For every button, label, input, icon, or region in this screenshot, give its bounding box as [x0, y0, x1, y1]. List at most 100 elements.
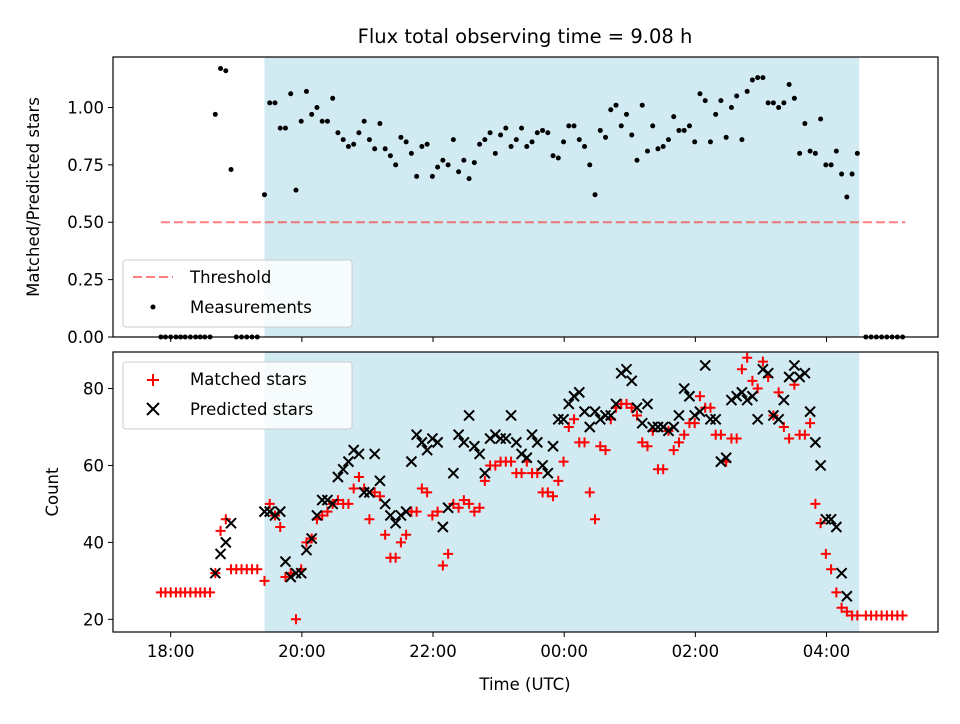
predicted-point: [804, 405, 816, 418]
x-tick-label: 18:00: [147, 642, 195, 661]
measurement-point: [618, 123, 624, 129]
matched-point: [558, 456, 569, 467]
matched-point: [215, 525, 226, 536]
measurement-point: [545, 130, 551, 136]
predicted-point: [620, 363, 633, 376]
measurement-point: [723, 134, 729, 140]
predicted-point: [694, 405, 706, 418]
predicted-point: [820, 513, 832, 526]
measurement-point: [345, 144, 351, 150]
predicted-point: [405, 455, 418, 468]
y-tick-label: 40: [83, 533, 104, 552]
matched-point: [784, 433, 795, 444]
measurement-point: [786, 82, 792, 88]
x-tick-label: 04:00: [803, 642, 851, 661]
measurement-point: [828, 162, 834, 168]
measurement-point: [477, 141, 483, 147]
count-legend: Matched stars Predicted stars: [122, 361, 353, 430]
measurement-point: [408, 150, 414, 156]
matched-point: [458, 495, 469, 506]
matched-point: [464, 498, 475, 509]
measurement-point: [461, 157, 467, 163]
predicted-points: [209, 359, 853, 602]
measurement-point: [833, 148, 839, 154]
matched-point: [205, 587, 216, 598]
measurement-point: [529, 139, 535, 145]
x-tick-label: 00:00: [540, 642, 588, 661]
matched-point: [621, 398, 632, 409]
measurement-point: [671, 114, 677, 120]
measurement-point: [702, 98, 708, 104]
predicted-point: [437, 521, 449, 533]
measurement-point: [644, 148, 650, 154]
measurement-point: [839, 171, 845, 177]
predicted-point: [788, 359, 801, 372]
measurement-point: [760, 75, 766, 81]
matched-point: [810, 498, 821, 509]
measurement-point: [681, 127, 687, 133]
ratio-x-ticks: [170, 337, 828, 342]
measurement-point: [445, 162, 451, 168]
predicted-point: [599, 409, 612, 422]
matched-point: [626, 402, 637, 413]
predicted-point: [699, 359, 711, 372]
x-axis-label: Time (UTC): [478, 675, 570, 694]
measurement-point: [424, 141, 430, 147]
measurement-point: [802, 121, 808, 127]
predicted-point: [799, 367, 811, 379]
measurement-point: [613, 102, 619, 108]
measurement-point: [513, 137, 519, 143]
matched-point: [348, 483, 359, 494]
predicted-point: [636, 417, 648, 429]
predicted-point: [825, 513, 837, 526]
matched-point: [422, 487, 433, 498]
y-tick-label: 1.00: [67, 98, 104, 117]
predicted-point: [220, 536, 232, 549]
predicted-point: [510, 436, 523, 449]
matched-point: [275, 522, 286, 532]
matched-point: [364, 514, 375, 525]
measurement-point: [629, 132, 635, 138]
measurement-point: [634, 157, 640, 163]
measurement-point: [450, 137, 456, 143]
predicted-point: [316, 494, 328, 506]
measurement-point: [482, 137, 488, 143]
matched-point: [252, 564, 263, 575]
matched-point: [369, 487, 380, 498]
matched-point: [506, 456, 517, 467]
matched-point: [553, 475, 564, 486]
y-tick-label: 0.75: [67, 156, 104, 175]
measurement-point: [718, 98, 724, 104]
measurement-point: [650, 123, 656, 129]
measurement-point: [734, 93, 740, 99]
measurement-point: [713, 111, 719, 117]
matched-point: [595, 441, 606, 452]
predicted-point: [631, 402, 643, 414]
measurement-point: [566, 123, 572, 129]
matched-point: [820, 548, 831, 559]
measurement-point: [807, 148, 813, 154]
matched-point: [432, 506, 443, 517]
predicted-point: [384, 509, 397, 522]
legend-matched-swatch: [147, 374, 159, 386]
x-tick-label: 22:00: [409, 642, 457, 661]
measurement-point: [765, 100, 771, 106]
matched-point: [747, 375, 758, 386]
predicted-point: [589, 405, 601, 418]
predicted-point: [751, 413, 764, 426]
predicted-point: [326, 498, 339, 510]
measurement-point: [471, 160, 477, 166]
matched-point: [742, 352, 753, 363]
matched-point: [569, 414, 580, 425]
measurement-point: [492, 150, 498, 156]
matched-point: [705, 402, 716, 413]
matched-point: [259, 575, 270, 586]
ratio-legend: Threshold Measurements: [122, 259, 353, 328]
measurement-point: [519, 125, 525, 131]
matched-point: [548, 491, 559, 502]
measurement-point: [582, 144, 588, 150]
measurement-point: [755, 75, 761, 81]
matched-point: [516, 468, 527, 479]
measurement-point: [587, 162, 593, 168]
